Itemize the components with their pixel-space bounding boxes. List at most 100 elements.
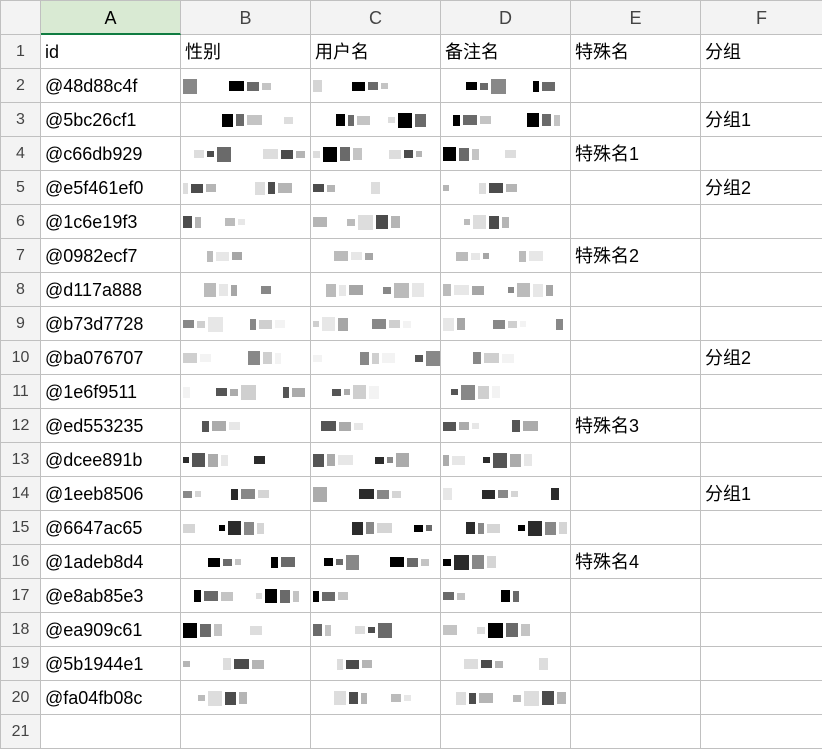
cell-D14[interactable] (441, 477, 571, 511)
cell-B21[interactable] (181, 715, 311, 749)
cell-D17[interactable] (441, 579, 571, 613)
cell-E3[interactable] (571, 103, 701, 137)
cell-F14[interactable]: 分组1 (701, 477, 822, 511)
row-header[interactable]: 17 (1, 579, 41, 613)
row-header[interactable]: 20 (1, 681, 41, 715)
cell-D15[interactable] (441, 511, 571, 545)
cell-A15[interactable]: @6647ac65 (41, 511, 181, 545)
row-header[interactable]: 8 (1, 273, 41, 307)
cell-E17[interactable] (571, 579, 701, 613)
column-header-B[interactable]: B (181, 1, 311, 35)
cell-F20[interactable] (701, 681, 822, 715)
cell-F3[interactable]: 分组1 (701, 103, 822, 137)
cell-C4[interactable] (311, 137, 441, 171)
row-header[interactable]: 21 (1, 715, 41, 749)
row-header[interactable]: 1 (1, 35, 41, 69)
cell-E18[interactable] (571, 613, 701, 647)
cell-E8[interactable] (571, 273, 701, 307)
cell-C13[interactable] (311, 443, 441, 477)
spreadsheet-grid[interactable]: ABCDEF1id性别用户名备注名特殊名分组2@48d88c4f3@5bc26c… (0, 0, 822, 749)
cell-A7[interactable]: @0982ecf7 (41, 239, 181, 273)
cell-D13[interactable] (441, 443, 571, 477)
cell-A5[interactable]: @e5f461ef0 (41, 171, 181, 205)
cell-F7[interactable] (701, 239, 822, 273)
cell-B8[interactable] (181, 273, 311, 307)
cell-C17[interactable] (311, 579, 441, 613)
cell-D21[interactable] (441, 715, 571, 749)
cell-A20[interactable]: @fa04fb08c (41, 681, 181, 715)
cell-B13[interactable] (181, 443, 311, 477)
row-header[interactable]: 16 (1, 545, 41, 579)
cell-C5[interactable] (311, 171, 441, 205)
cell-D8[interactable] (441, 273, 571, 307)
cell-A11[interactable]: @1e6f9511 (41, 375, 181, 409)
column-header-A[interactable]: A (41, 1, 181, 35)
cell-F18[interactable] (701, 613, 822, 647)
cell-A10[interactable]: @ba076707 (41, 341, 181, 375)
cell-E9[interactable] (571, 307, 701, 341)
column-header-D[interactable]: D (441, 1, 571, 35)
cell-F8[interactable] (701, 273, 822, 307)
cell-D10[interactable] (441, 341, 571, 375)
row-header[interactable]: 6 (1, 205, 41, 239)
cell-B9[interactable] (181, 307, 311, 341)
cell-C2[interactable] (311, 69, 441, 103)
column-header-F[interactable]: F (701, 1, 822, 35)
cell-D18[interactable] (441, 613, 571, 647)
cell-C18[interactable] (311, 613, 441, 647)
cell-C12[interactable] (311, 409, 441, 443)
row-header[interactable]: 10 (1, 341, 41, 375)
cell-B16[interactable] (181, 545, 311, 579)
cell-B12[interactable] (181, 409, 311, 443)
cell-E2[interactable] (571, 69, 701, 103)
row-header[interactable]: 9 (1, 307, 41, 341)
cell-B15[interactable] (181, 511, 311, 545)
cell-C1[interactable]: 用户名 (311, 35, 441, 69)
cell-A14[interactable]: @1eeb8506 (41, 477, 181, 511)
cell-D4[interactable] (441, 137, 571, 171)
cell-D9[interactable] (441, 307, 571, 341)
row-header[interactable]: 2 (1, 69, 41, 103)
cell-D6[interactable] (441, 205, 571, 239)
row-header[interactable]: 3 (1, 103, 41, 137)
cell-E21[interactable] (571, 715, 701, 749)
cell-E5[interactable] (571, 171, 701, 205)
cell-D20[interactable] (441, 681, 571, 715)
cell-E7[interactable]: 特殊名2 (571, 239, 701, 273)
cell-A3[interactable]: @5bc26cf1 (41, 103, 181, 137)
cell-A4[interactable]: @c66db929 (41, 137, 181, 171)
cell-B3[interactable] (181, 103, 311, 137)
cell-E14[interactable] (571, 477, 701, 511)
row-header[interactable]: 7 (1, 239, 41, 273)
cell-B4[interactable] (181, 137, 311, 171)
cell-D16[interactable] (441, 545, 571, 579)
cell-E10[interactable] (571, 341, 701, 375)
cell-F17[interactable] (701, 579, 822, 613)
cell-B1[interactable]: 性别 (181, 35, 311, 69)
cell-C7[interactable] (311, 239, 441, 273)
row-header[interactable]: 19 (1, 647, 41, 681)
cell-C11[interactable] (311, 375, 441, 409)
cell-E16[interactable]: 特殊名4 (571, 545, 701, 579)
cell-F10[interactable]: 分组2 (701, 341, 822, 375)
cell-B2[interactable] (181, 69, 311, 103)
cell-E20[interactable] (571, 681, 701, 715)
cell-C6[interactable] (311, 205, 441, 239)
cell-A18[interactable]: @ea909c61 (41, 613, 181, 647)
cell-C14[interactable] (311, 477, 441, 511)
row-header[interactable]: 14 (1, 477, 41, 511)
cell-F15[interactable] (701, 511, 822, 545)
cell-B7[interactable] (181, 239, 311, 273)
cell-C19[interactable] (311, 647, 441, 681)
cell-A9[interactable]: @b73d7728 (41, 307, 181, 341)
cell-D7[interactable] (441, 239, 571, 273)
cell-D3[interactable] (441, 103, 571, 137)
cell-C3[interactable] (311, 103, 441, 137)
cell-A8[interactable]: @d117a888 (41, 273, 181, 307)
cell-A2[interactable]: @48d88c4f (41, 69, 181, 103)
cell-E6[interactable] (571, 205, 701, 239)
cell-F1[interactable]: 分组 (701, 35, 822, 69)
cell-B5[interactable] (181, 171, 311, 205)
cell-C8[interactable] (311, 273, 441, 307)
cell-A6[interactable]: @1c6e19f3 (41, 205, 181, 239)
